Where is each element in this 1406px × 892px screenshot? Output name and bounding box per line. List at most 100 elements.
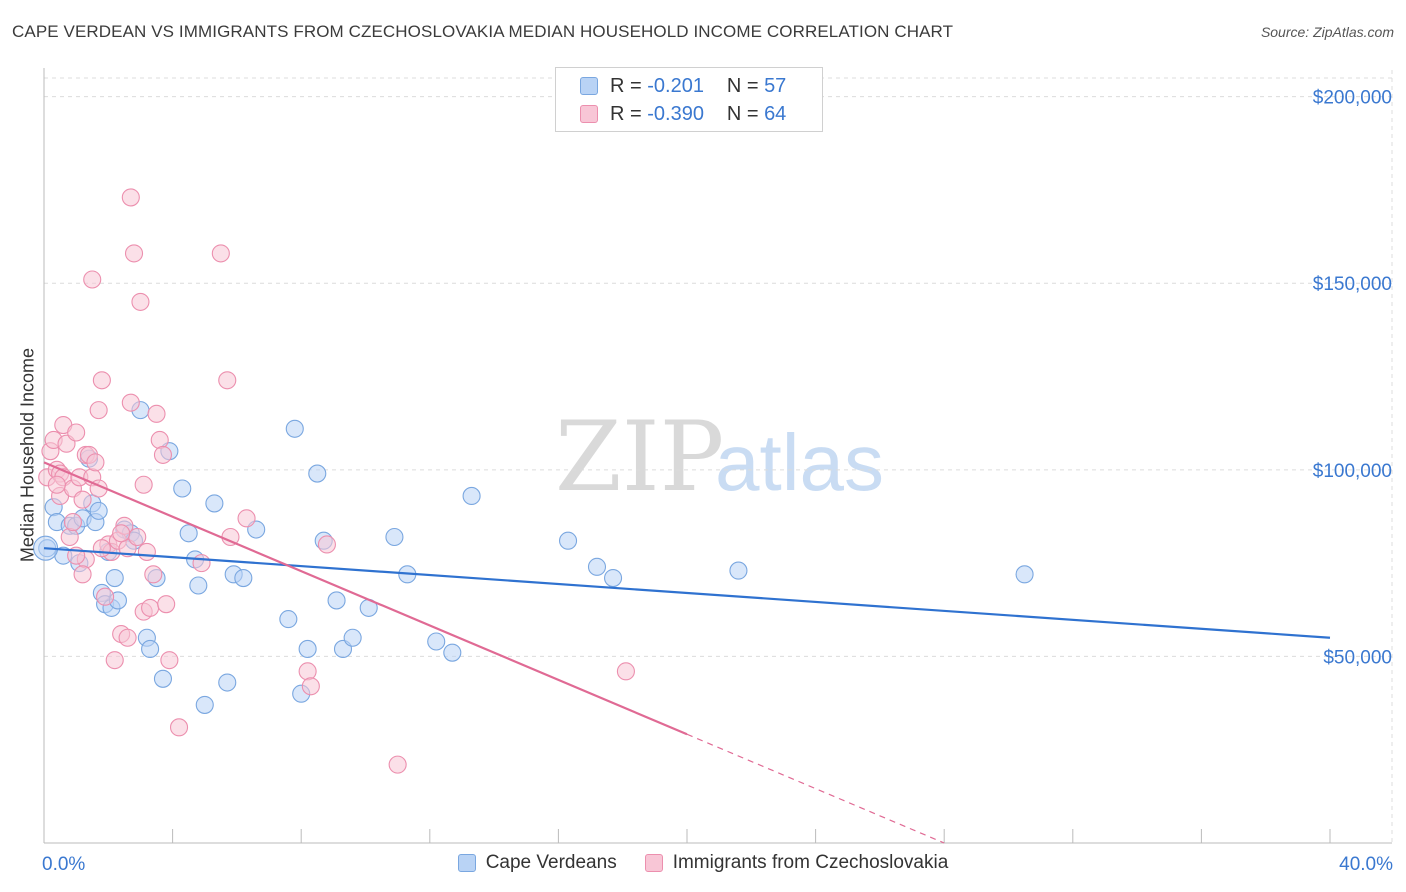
- trend-lines: [43, 461, 1331, 844]
- gridlines: [44, 70, 1393, 843]
- y-tick-label: $50,000: [1323, 647, 1392, 668]
- trend-line-czechoslovakia-extension: [686, 733, 945, 844]
- data-point: [192, 554, 211, 573]
- data-point: [189, 576, 208, 595]
- data-point: [218, 371, 237, 390]
- data-point: [179, 524, 198, 543]
- data-point: [121, 393, 140, 412]
- x-tick-label: 40.0%: [1339, 854, 1393, 875]
- data-point: [279, 610, 298, 629]
- series-czechoslovakia: [38, 188, 635, 774]
- trend-line-czechoslovakia: [43, 461, 688, 736]
- data-point: [73, 490, 92, 509]
- data-point: [124, 244, 144, 263]
- data-point: [729, 561, 748, 580]
- data-point: [73, 565, 92, 584]
- data-point: [112, 524, 131, 543]
- legend-swatch-pink: [580, 105, 598, 123]
- data-point: [150, 430, 169, 450]
- data-point: [89, 401, 108, 420]
- n-label: N =: [726, 74, 759, 97]
- legend-label: Immigrants from Czechoslovakia: [672, 852, 949, 873]
- data-point: [86, 453, 105, 472]
- data-point: [558, 531, 578, 550]
- data-point: [462, 486, 481, 506]
- data-point: [67, 423, 86, 442]
- x-tick-label: 0.0%: [42, 854, 85, 875]
- data-point: [160, 651, 179, 670]
- data-point: [385, 527, 404, 547]
- data-point: [604, 568, 623, 588]
- data-point: [285, 419, 304, 438]
- data-point: [105, 651, 124, 670]
- data-point: [131, 292, 150, 311]
- data-point: [211, 244, 230, 263]
- data-point: [327, 591, 346, 610]
- data-point: [195, 695, 214, 714]
- legend-item-cape-verdeans: Cape Verdeans: [457, 852, 617, 874]
- y-tick-label: $100,000: [1313, 461, 1392, 482]
- data-point: [128, 527, 147, 547]
- data-point: [298, 662, 317, 681]
- data-point: [89, 501, 108, 520]
- watermark-atlas: atlas: [715, 418, 884, 507]
- stats-legend: R = -0.201 N = 57 R = -0.390 N = 64: [555, 67, 823, 132]
- data-point: [141, 598, 160, 617]
- stats-row-blue: R = -0.201 N = 57: [580, 74, 786, 98]
- data-point: [173, 479, 192, 498]
- series-legend: Cape Verdeans Immigrants from Czechoslov…: [0, 852, 1406, 874]
- data-point: [237, 509, 256, 528]
- data-point: [443, 643, 462, 662]
- data-point: [234, 568, 253, 588]
- data-point: [205, 494, 224, 513]
- data-point: [1015, 565, 1034, 584]
- legend-label: Cape Verdeans: [485, 852, 617, 873]
- r-label: R =: [610, 74, 642, 97]
- data-point: [169, 718, 189, 737]
- r-value: -0.390: [647, 102, 704, 125]
- data-point: [141, 639, 160, 659]
- n-label: N =: [726, 102, 759, 125]
- data-point: [317, 535, 336, 554]
- data-point: [92, 539, 111, 558]
- source-label: Source: ZipAtlas.com: [1260, 24, 1394, 40]
- data-point: [153, 669, 173, 688]
- r-label: R =: [610, 102, 642, 125]
- legend-swatch-blue: [457, 854, 476, 872]
- trend-line-cape-verdeans: [43, 547, 1331, 639]
- legend-item-czechoslovakia: Immigrants from Czechoslovakia: [644, 852, 949, 874]
- data-point: [308, 464, 327, 483]
- data-point: [343, 628, 362, 647]
- data-point: [301, 677, 320, 696]
- data-point: [388, 755, 407, 774]
- r-value: -0.201: [647, 74, 704, 97]
- data-point: [96, 587, 115, 606]
- data-point: [47, 475, 66, 494]
- data-point: [298, 639, 317, 659]
- watermark-zip: ZIP: [555, 401, 724, 513]
- y-tick-label: $200,000: [1313, 88, 1392, 109]
- watermark: ZIP atlas: [555, 401, 884, 513]
- data-point: [147, 404, 166, 423]
- tick-labels: $50,000 $100,000 $150,000 $200,000 0.0% 40.0%: [42, 88, 1393, 875]
- y-axis-label: Median Household Income: [17, 347, 38, 563]
- n-value: 57: [764, 74, 787, 97]
- n-value: 64: [764, 102, 787, 125]
- data-point: [105, 568, 124, 588]
- data-point: [134, 475, 153, 494]
- data-point: [83, 270, 102, 289]
- data-point: [157, 595, 176, 614]
- y-tick-label: $150,000: [1313, 274, 1392, 295]
- data-point: [121, 188, 140, 207]
- legend-swatch-pink: [644, 854, 663, 872]
- data-point: [587, 557, 607, 576]
- data-point: [60, 527, 79, 547]
- data-point: [427, 632, 446, 651]
- data-point: [63, 513, 82, 532]
- chart-title: CAPE VERDEAN VS IMMIGRANTS FROM CZECHOSL…: [12, 22, 954, 41]
- data-point: [153, 445, 173, 464]
- legend-swatch-blue: [580, 77, 598, 95]
- data-point: [137, 542, 156, 561]
- stats-row-pink: R = -0.390 N = 64: [580, 102, 786, 126]
